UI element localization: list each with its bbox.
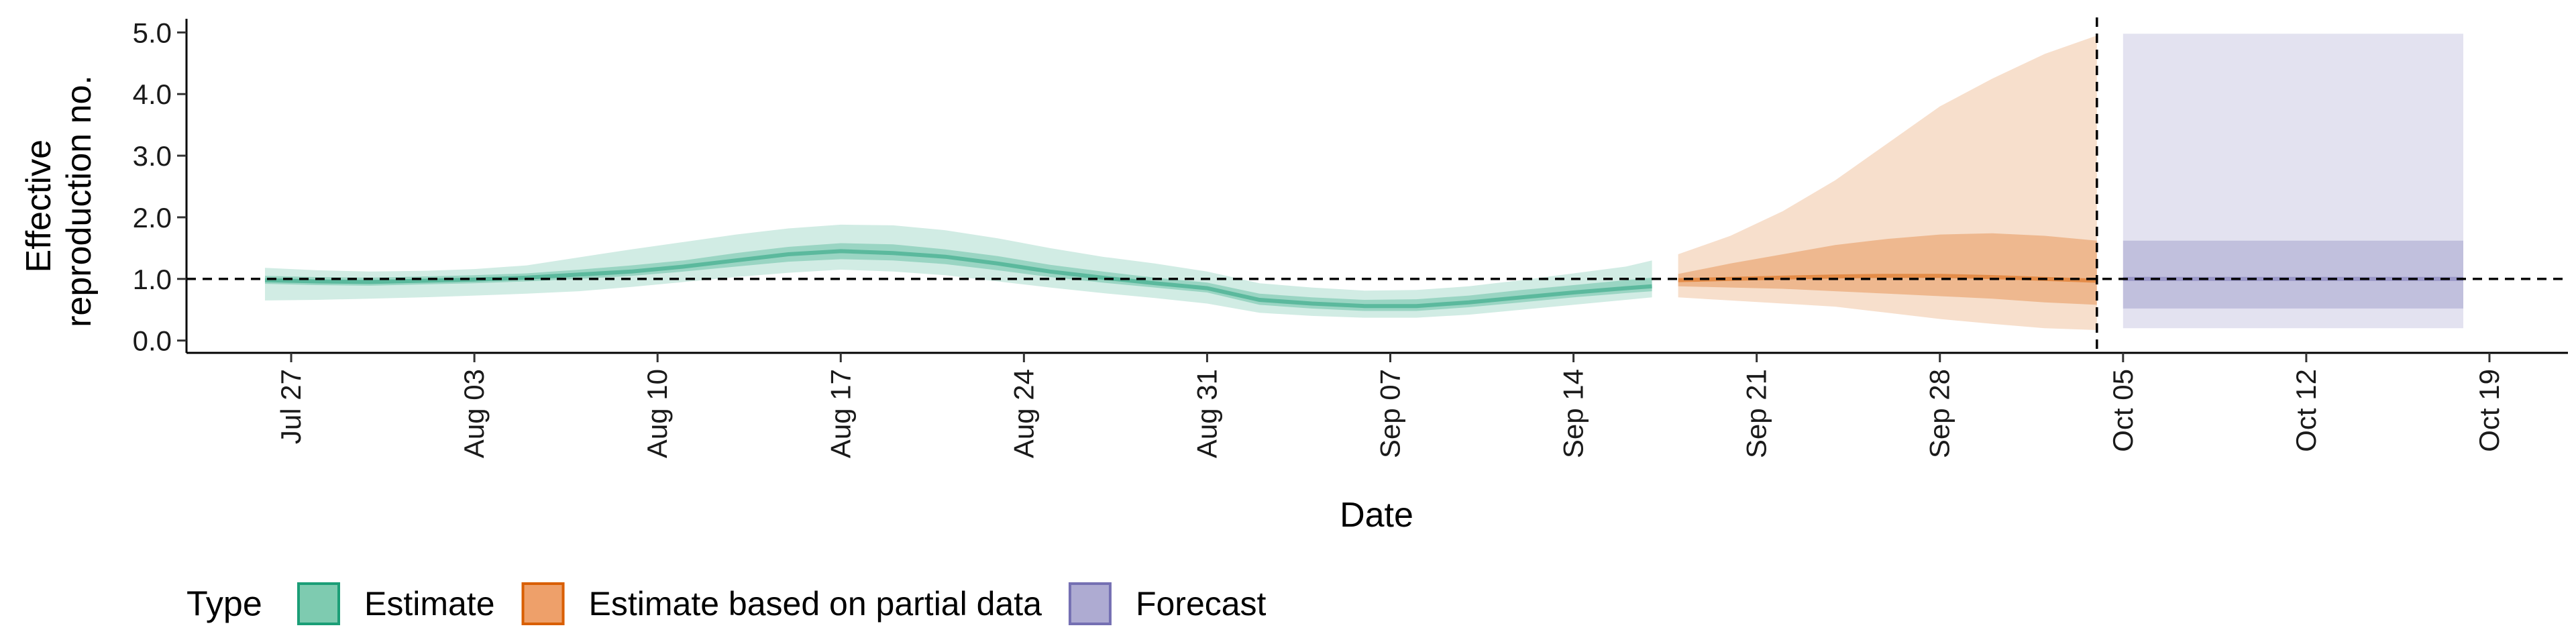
legend-key-estimate [297,582,340,625]
x-tick-label: Oct 05 [2107,369,2139,452]
y-tick-label: 0.0 [133,325,172,357]
y-tick-label: 4.0 [133,78,172,110]
x-tick-label: Sep 14 [1558,369,1589,458]
legend-label-estimate: Estimate [364,585,495,623]
legend-title: Type [186,585,262,624]
y-axis-title-line-1: Effective [19,140,58,272]
estimate-ribbon-50 [265,243,1652,311]
x-tick-label: Sep 21 [1741,369,1772,458]
forecast-ribbon-90 [2123,34,2463,329]
x-tick-label: Oct 12 [2290,369,2322,452]
x-tick-label: Aug 31 [1191,369,1222,458]
legend-key-estimate-based-on-partial-data [521,582,565,625]
x-tick-label: Aug 10 [641,369,673,458]
y-tick-label: 1.0 [133,264,172,295]
reference-line-layer [186,17,2568,353]
axes-layer: 0.0 1.0 2.0 3.0 4.0 5.0 Jul 27 Aug 03 Aug 10 Aug … [133,17,2568,458]
ribbon-layer [265,34,2463,330]
x-axis-title: Date [1340,496,1413,535]
estimate-ribbon-90 [265,224,1652,318]
x-tick-label: Sep 28 [1924,369,1955,458]
y-tick-label: 5.0 [133,17,172,48]
legend-label-forecast: Forecast [1136,585,1267,623]
y-tick-label: 3.0 [133,140,172,172]
y-axis-title-line-2: reproduction no. [60,75,99,327]
forecast-ribbon-50 [2123,240,2463,309]
x-tick-label: Jul 27 [275,369,307,444]
x-tick-label: Aug 24 [1008,369,1039,458]
x-tick-label: Oct 19 [2473,369,2505,452]
legend-label-estimate-based-on-partial-data: Estimate based on partial data [589,585,1042,623]
estimate-based-on-partial-data-ribbon-50 [1678,233,2097,305]
y-tick-label: 2.0 [133,202,172,233]
y-axis-title: Effective reproduction no. [19,75,99,327]
x-tick-label: Aug 03 [458,369,490,458]
x-tick-label: Sep 07 [1375,369,1406,458]
legend-key-forecast [1068,582,1112,625]
estimate-based-on-partial-data-ribbon-90 [1678,36,2097,330]
legend: Type Estimate Estimate based on partial da… [186,582,1267,625]
x-tick-label: Aug 17 [824,369,856,458]
